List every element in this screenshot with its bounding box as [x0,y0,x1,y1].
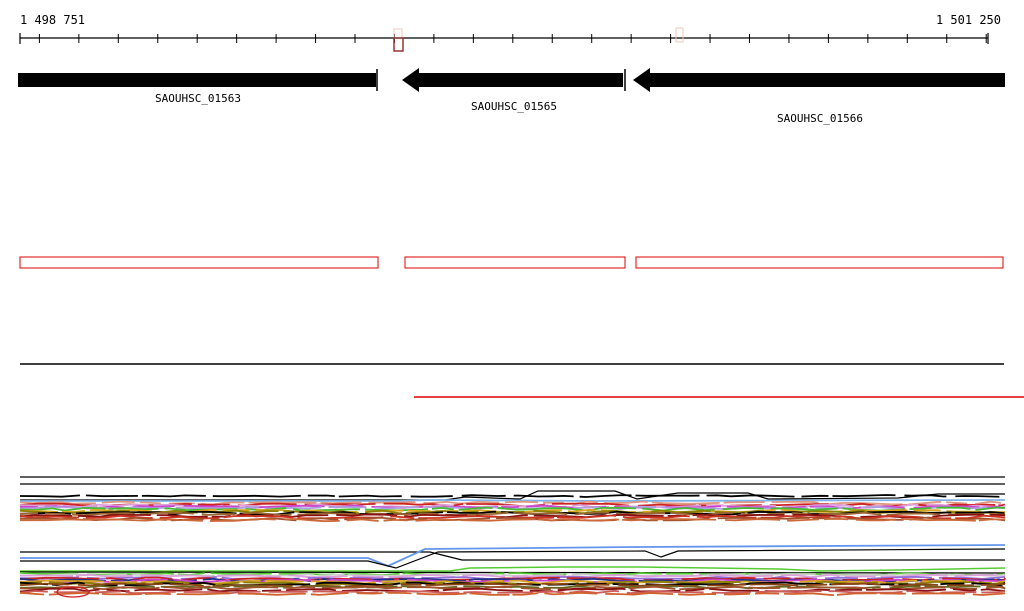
coverage-band-line [19,585,1006,591]
ruler-selection-marker [675,27,684,43]
gene-label: SAOUHSC_01563 [154,92,242,105]
coverage-band-line [19,494,1006,498]
gene-arrowhead[interactable] [402,68,419,92]
gene-arrowhead[interactable] [633,68,650,92]
coverage-band-line [19,506,1006,512]
feature-box[interactable] [635,256,1004,269]
gene-body[interactable] [419,73,623,87]
ruler-start-coordinate: 1 498 751 [20,13,86,27]
plot-line [20,551,1005,561]
coverage-band-line [19,591,1006,597]
gene-label: SAOUHSC_01566 [776,112,864,125]
coverage-band-line [19,500,1006,506]
gene-body[interactable] [18,73,376,87]
plot-line [20,566,1006,572]
coverage-band-line [19,582,1006,588]
coverage-band-line [19,514,1006,520]
ruler-end-coordinate: 1 501 250 [935,13,1001,27]
coverage-band-line [20,517,1005,523]
plot-line [20,499,1006,502]
plot-line [20,490,1005,501]
coverage-band-line [19,589,1006,595]
ruler-selection-marker [393,37,404,52]
feature-box[interactable] [19,256,379,269]
feature-box[interactable] [404,256,626,269]
gene-label: SAOUHSC_01565 [470,100,558,113]
ruler-selection-marker [393,28,403,39]
coverage-band-line [19,503,1006,509]
plot-line [20,544,1006,567]
coverage-band-line [19,573,1005,579]
plot-line [20,548,1006,569]
gene-body[interactable] [650,73,1005,87]
coverage-band-line [19,587,1006,593]
plot-loop [56,586,90,598]
coverage-band-line [19,509,1006,515]
coverage-band-line [19,511,1006,517]
